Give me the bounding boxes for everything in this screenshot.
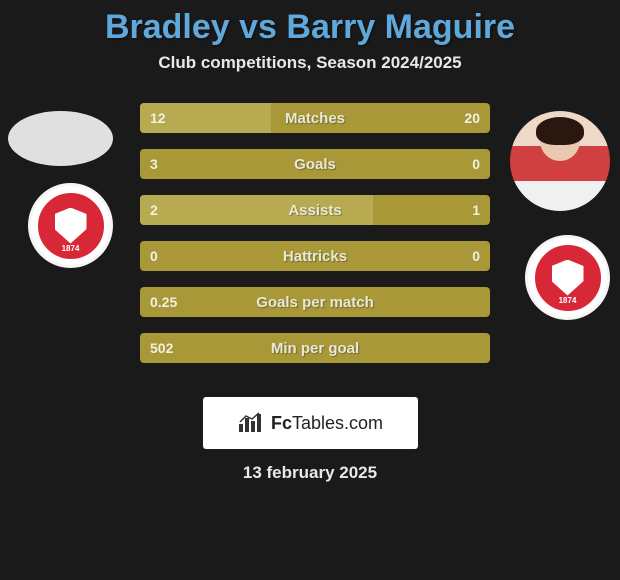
stat-right-value: 1 <box>462 195 490 225</box>
badge-inner: 1874 <box>36 191 106 261</box>
stat-label: Min per goal <box>140 333 490 363</box>
hair-icon <box>536 117 584 145</box>
badge-year: 1874 <box>535 296 601 305</box>
stat-row: 0Hattricks0 <box>140 241 490 271</box>
stat-right-value: 0 <box>462 149 490 179</box>
stat-label: Goals per match <box>140 287 490 317</box>
stats-table: 12Matches203Goals02Assists10Hattricks00.… <box>140 103 490 379</box>
shield-icon <box>55 208 87 244</box>
right-player-photo <box>510 111 610 211</box>
page-subtitle: Club competitions, Season 2024/2025 <box>0 53 620 73</box>
header: Bradley vs Barry Maguire Club competitio… <box>0 0 620 73</box>
stat-row: 0.25Goals per match <box>140 287 490 317</box>
right-club-badge: 1874 <box>525 235 610 320</box>
stat-right-value <box>470 287 490 317</box>
stat-row: 502Min per goal <box>140 333 490 363</box>
stat-label: Assists <box>140 195 490 225</box>
stat-label: Hattricks <box>140 241 490 271</box>
date-text: 13 february 2025 <box>0 463 620 483</box>
stat-right-value <box>470 333 490 363</box>
brand-suffix: Tables.com <box>292 413 383 433</box>
stat-row: 3Goals0 <box>140 149 490 179</box>
chart-icon <box>237 412 265 434</box>
brand-text: FcTables.com <box>271 413 383 434</box>
page-title: Bradley vs Barry Maguire <box>0 8 620 47</box>
stat-row: 12Matches20 <box>140 103 490 133</box>
brand-prefix: Fc <box>271 413 292 433</box>
stat-label: Matches <box>140 103 490 133</box>
brand-badge[interactable]: FcTables.com <box>203 397 418 449</box>
left-player-photo <box>8 111 113 166</box>
comparison-area: 1874 1874 12Matches203Goals02Assists10Ha… <box>0 103 620 383</box>
shield-icon <box>552 260 584 296</box>
badge-inner: 1874 <box>533 243 603 313</box>
stat-label: Goals <box>140 149 490 179</box>
stat-row: 2Assists1 <box>140 195 490 225</box>
left-club-badge: 1874 <box>28 183 113 268</box>
badge-year: 1874 <box>38 244 104 253</box>
stat-right-value: 20 <box>454 103 490 133</box>
stat-right-value: 0 <box>462 241 490 271</box>
